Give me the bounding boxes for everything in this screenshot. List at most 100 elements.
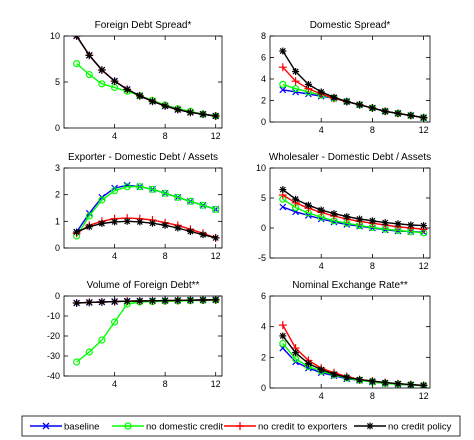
panel-1-marker-no-domestic-credit xyxy=(72,59,81,68)
panel-1-marker-no-credit-policy xyxy=(73,36,81,40)
panel-2-marker-no-credit-policy xyxy=(292,68,300,75)
panel-6-marker-no-domestic-credit xyxy=(279,339,287,348)
panel-3-marker-no-domestic-credit xyxy=(136,183,144,191)
panel-2-marker-no-credit-policy xyxy=(407,112,415,119)
panel-2-ytick-label: 0 xyxy=(261,117,266,127)
panel-1-marker-no-credit-policy xyxy=(123,85,131,93)
panel-4: Wholesaler - Domestic Debt / Assets -5 0 5 1… xyxy=(256,152,431,271)
panel-6-marker-no-credit-policy xyxy=(279,332,287,340)
panel-4-marker-no-credit-policy xyxy=(394,220,402,228)
panel-4-marker-no-credit-policy xyxy=(356,215,364,223)
panel-2-marker-no-credit-policy xyxy=(304,80,312,88)
panel-3-title: Exporter - Domestic Debt / Assets xyxy=(68,152,218,163)
panel-3-marker-no-credit-policy xyxy=(212,234,220,242)
panel-5-marker-no-credit-policy xyxy=(199,296,207,304)
panel-4-ytick-label: 10 xyxy=(256,163,266,173)
panel-1-marker-no-credit-policy xyxy=(174,106,182,114)
panel-6-marker-no-credit-policy xyxy=(343,373,351,381)
panel-3-marker-no-domestic-credit xyxy=(199,201,207,209)
legend-label-no-domestic-credit: no domestic credit xyxy=(146,422,223,433)
legend-label-baseline: baseline xyxy=(64,422,99,433)
panel-4-frame xyxy=(269,167,431,259)
panel-2-marker-no-credit-to-exporters xyxy=(291,77,300,86)
panel-5-marker-no-credit-policy xyxy=(73,299,81,307)
panel-3-line-no-domestic-credit xyxy=(76,185,216,237)
panel-1-marker-no-credit-policy xyxy=(111,77,119,85)
panel-3-xtick-label: 8 xyxy=(163,251,168,261)
panel-2-marker-no-credit-policy xyxy=(343,98,351,106)
panel-5-marker-no-domestic-credit xyxy=(85,348,93,356)
panel-3-xtick-label: 12 xyxy=(211,251,221,261)
panel-5-ytick-label: -30 xyxy=(47,351,60,361)
panel-5-marker-no-credit-policy xyxy=(136,297,144,305)
panel-4-xtick-label: 8 xyxy=(370,261,375,271)
panel-1: Foreign Debt Spread* 0 5 10 4 8 12 xyxy=(50,20,223,141)
panel-1-marker-no-domestic-credit xyxy=(98,80,106,88)
panel-6-marker-no-credit-policy xyxy=(304,360,312,367)
panel-2-ytick-label: 6 xyxy=(261,53,266,63)
panel-1-xtick-label: 12 xyxy=(211,131,221,141)
panel-5-xtick-label: 4 xyxy=(112,379,117,389)
panel-1-marker-no-credit-policy xyxy=(186,108,194,116)
panel-3-series xyxy=(72,181,220,242)
panel-2-marker-baseline xyxy=(279,86,287,94)
panel-2-ytick-label: 2 xyxy=(261,96,266,106)
panel-3-marker-no-credit-policy xyxy=(123,217,131,225)
panel-6-marker-no-credit-policy xyxy=(381,379,389,387)
panel-2-marker-no-credit-to-exporters xyxy=(278,63,287,72)
panel-1-marker-no-credit-policy xyxy=(212,112,220,120)
panel-1-xtick-label: 8 xyxy=(163,131,168,141)
panel-5-marker-no-credit-policy xyxy=(85,298,93,306)
panel-5-title: Volume of Foreign Debt** xyxy=(87,280,200,291)
panel-1-marker-no-credit-policy xyxy=(161,102,169,110)
panel-6-line-baseline xyxy=(282,347,424,387)
panel-3-marker-no-domestic-credit xyxy=(98,196,106,204)
panel-5: Volume of Foreign Debt** -40 -30 -20 -10 0 4 8 1… xyxy=(47,280,223,389)
panel-6-marker-no-credit-policy xyxy=(292,349,300,357)
panel-2-series xyxy=(278,47,428,122)
panel-6: Nominal Exchange Rate** 0 2 4 6 4 8 12 xyxy=(261,280,431,401)
panel-1-marker-no-credit-policy xyxy=(98,66,106,74)
panel-2-line-no-credit-policy xyxy=(282,50,424,119)
panel-1-ytick-label: 5 xyxy=(55,77,60,87)
legend: baseline no domestic credit no credit to… xyxy=(21,415,461,437)
panel-3-line-no-credit-policy xyxy=(76,220,216,239)
panel-2: Domestic Spread* 0 2 4 6 8 4 8 12 xyxy=(261,20,431,135)
panel-4-marker-no-credit-policy xyxy=(304,201,312,209)
panel-5-series xyxy=(72,296,220,366)
panel-5-ytick-label: -40 xyxy=(47,371,60,381)
panel-3-marker-no-credit-policy xyxy=(199,231,207,239)
panel-4-xtick-label: 4 xyxy=(319,261,324,271)
panel-1-xtick-label: 4 xyxy=(112,131,117,141)
panel-3-marker-no-domestic-credit xyxy=(174,193,182,201)
panel-6-ytick-label: 2 xyxy=(261,352,266,362)
panel-2-ytick-label: 8 xyxy=(261,31,266,41)
panel-2-xtick-label: 4 xyxy=(319,125,324,135)
panel-6-frame xyxy=(269,295,431,389)
panel-3-marker-no-domestic-credit xyxy=(212,205,220,213)
legend-marker-no-credit-to-exporters xyxy=(236,422,244,430)
panel-6-xtick-label: 4 xyxy=(319,391,324,401)
panel-3-ytick-label: 1 xyxy=(55,216,60,226)
panel-4-marker-no-credit-policy xyxy=(317,206,325,214)
panel-4-marker-no-credit-policy xyxy=(330,210,338,218)
legend-entry-baseline: baseline xyxy=(30,422,99,433)
panel-6-marker-no-credit-policy xyxy=(394,380,402,388)
panel-1-marker-no-credit-policy xyxy=(149,97,156,105)
panel-1-marker-no-domestic-credit xyxy=(85,70,93,79)
panel-6-marker-no-credit-policy xyxy=(356,376,364,384)
panel-1-title: Foreign Debt Spread* xyxy=(95,20,192,31)
panel-1-ytick-label: 10 xyxy=(50,31,60,41)
panel-3-marker-no-domestic-credit xyxy=(186,197,194,205)
panel-3-marker-no-domestic-credit xyxy=(161,189,169,197)
panel-4-ytick-label: 0 xyxy=(261,223,266,233)
panel-3-marker-no-domestic-credit xyxy=(123,183,131,191)
panel-5-marker-no-credit-policy xyxy=(123,297,131,305)
panel-6-marker-no-credit-policy xyxy=(317,366,325,374)
panel-2-marker-no-credit-policy xyxy=(368,104,376,112)
panel-1-marker-no-credit-policy xyxy=(136,92,144,100)
panel-6-xtick-label: 8 xyxy=(370,391,375,401)
panel-2-line-no-domestic-credit xyxy=(282,83,424,119)
